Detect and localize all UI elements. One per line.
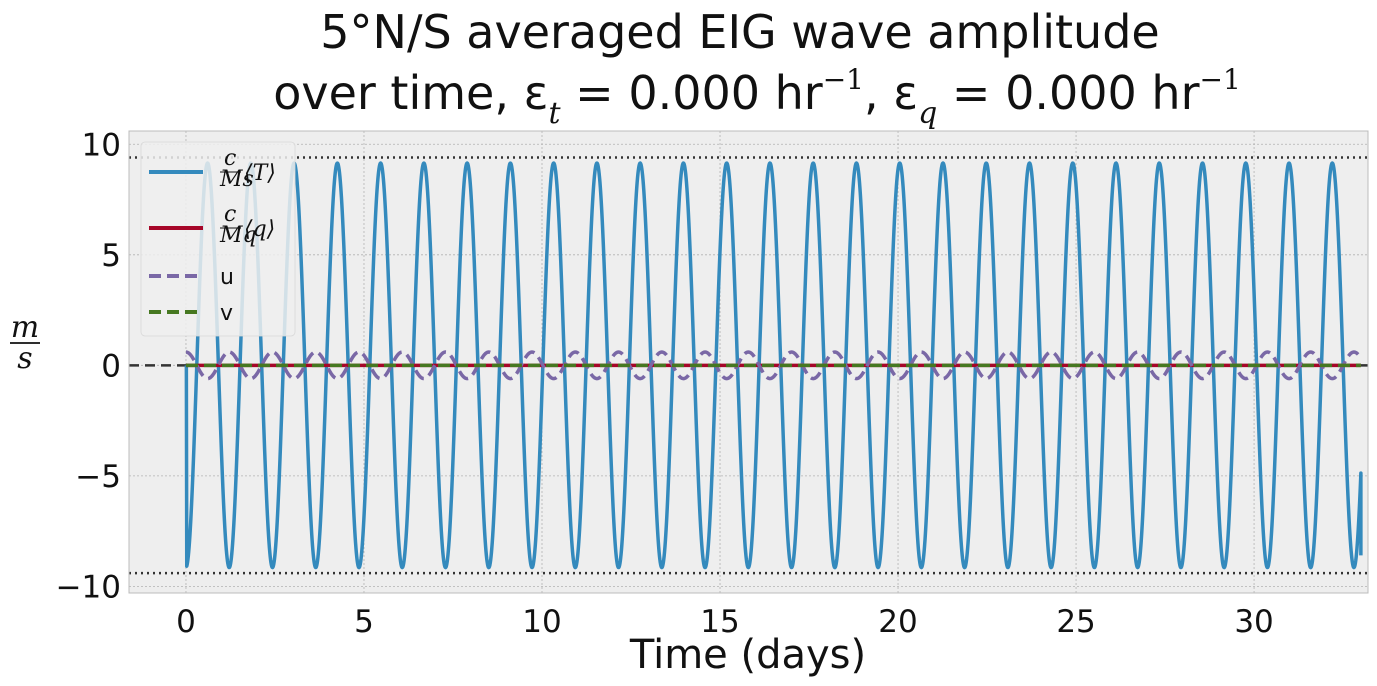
plot-frame bbox=[128, 130, 1369, 594]
legend-box bbox=[140, 141, 296, 337]
legend-entry-T: c Ms ⟨T⟩ bbox=[149, 146, 276, 192]
x-tick-label: 20 bbox=[878, 604, 917, 640]
plot-area bbox=[129, 131, 1368, 593]
legend-q-bracket: ⟨q⟩ bbox=[244, 217, 275, 242]
y-tick-label: −5 bbox=[75, 459, 121, 495]
legend-T-frac-den: Ms bbox=[219, 167, 254, 192]
title-eps-q-value: = 0.000 hr bbox=[937, 66, 1199, 120]
title-eps-q-subscript: q bbox=[918, 96, 937, 131]
legend-entry-v: v bbox=[149, 301, 233, 326]
legend-entry-u: u bbox=[149, 265, 234, 290]
title-exponent-1: −1 bbox=[823, 63, 864, 96]
y-axis-label: m s bbox=[10, 310, 40, 376]
y-tick-label: 0 bbox=[101, 348, 121, 384]
title-exponent-2: −1 bbox=[1199, 63, 1240, 96]
y-tick-label: 10 bbox=[82, 127, 121, 163]
y-tick-label: 5 bbox=[101, 238, 121, 274]
legend: c Ms ⟨T⟩ c Mq ⟨q⟩ u v bbox=[140, 141, 296, 337]
legend-u-label: u bbox=[220, 265, 234, 290]
x-tick-label: 25 bbox=[1056, 604, 1095, 640]
x-tick-label: 5 bbox=[354, 604, 374, 640]
x-tick-label: 10 bbox=[522, 604, 561, 640]
x-tick-label: 30 bbox=[1234, 604, 1273, 640]
y-axis-ticks: −10 −5 0 5 10 bbox=[56, 127, 121, 605]
y-axis-label-denominator: s bbox=[17, 341, 32, 376]
x-axis-label: Time (days) bbox=[629, 632, 866, 678]
series-line-0 bbox=[184, 161, 1363, 570]
series-line-u bbox=[184, 350, 1363, 381]
y-axis-label-numerator: m bbox=[11, 310, 39, 345]
y-tick-label: −10 bbox=[56, 569, 121, 605]
x-tick-label: 15 bbox=[700, 604, 739, 640]
legend-v-label: v bbox=[220, 301, 233, 326]
chart-title-line2: over time, εt = 0.000 hr−1, εq = 0.000 h… bbox=[273, 63, 1241, 131]
x-tick-label: 0 bbox=[176, 604, 196, 640]
x-axis-ticks: 0 5 10 15 20 25 30 bbox=[176, 604, 1274, 640]
legend-q-frac-den: Mq bbox=[219, 223, 257, 248]
legend-T-bracket: ⟨T⟩ bbox=[244, 161, 276, 186]
series-lines bbox=[184, 161, 1363, 570]
chart-title-line1: 5°N/S averaged EIG wave amplitude bbox=[320, 5, 1159, 59]
title-prefix: over time, ε bbox=[273, 66, 548, 120]
legend-entry-q: c Mq ⟨q⟩ bbox=[149, 202, 275, 248]
legend-T-frac-num: c bbox=[224, 146, 236, 171]
title-eps-t-subscript: t bbox=[548, 96, 561, 131]
legend-q-frac-num: c bbox=[224, 202, 236, 227]
title-eps-t-value: = 0.000 hr bbox=[561, 66, 823, 120]
title-separator: , ε bbox=[864, 66, 918, 120]
